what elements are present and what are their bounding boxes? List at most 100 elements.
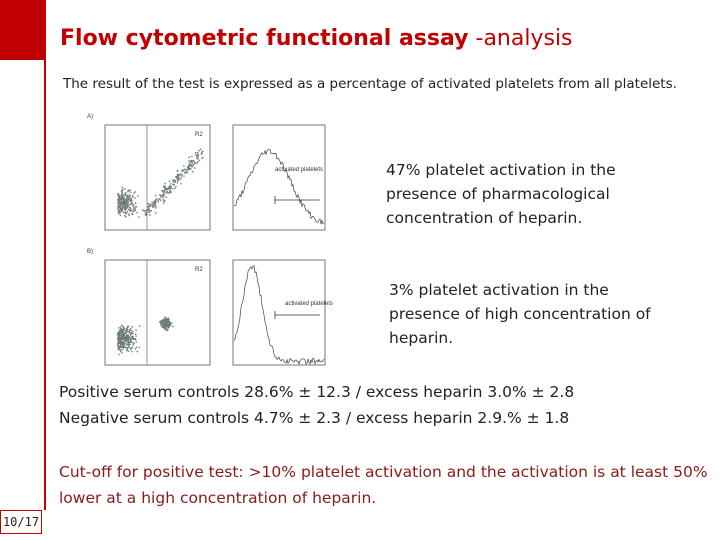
dot: [123, 204, 125, 207]
dot: [122, 341, 124, 343]
dot: [118, 195, 121, 197]
dot: [134, 191, 137, 193]
dot: [120, 339, 122, 342]
dot: [163, 322, 165, 324]
dot: [127, 336, 129, 339]
dot: [167, 317, 170, 320]
dot: [125, 212, 127, 214]
dot: [119, 198, 122, 200]
scatter-frame: [104, 259, 211, 366]
dot: [190, 164, 192, 166]
dot: [120, 336, 123, 339]
dot: [129, 189, 131, 191]
dot: [117, 338, 119, 341]
dot: [181, 169, 183, 172]
dot: [118, 327, 120, 329]
cutoff: Cut-off for positive test: >10% platelet…: [59, 463, 708, 507]
dot: [151, 205, 154, 208]
dot: [118, 198, 120, 200]
dot: [124, 194, 127, 196]
dot: [123, 337, 125, 339]
dot: [124, 208, 126, 210]
dot: [121, 324, 123, 327]
dot: [118, 209, 120, 211]
dot: [121, 202, 123, 204]
dot: [131, 336, 134, 339]
dot: [168, 325, 170, 328]
dot: [161, 321, 163, 323]
subtitle: The result of the test is expressed as a…: [63, 76, 677, 92]
dot: [192, 159, 195, 162]
dot: [125, 204, 127, 207]
dot: [191, 155, 193, 158]
title-rest: -analysis: [475, 26, 573, 51]
dot: [128, 346, 130, 348]
dot: [160, 194, 162, 197]
dot: [151, 201, 153, 204]
dot: [129, 210, 131, 212]
dot: [117, 200, 120, 203]
dot: [161, 194, 163, 197]
note: 3% platelet activation in the presence o…: [389, 281, 651, 347]
dot: [134, 202, 137, 204]
dot: [121, 352, 123, 354]
dot: [118, 342, 121, 345]
dot: [128, 331, 131, 333]
dot: [201, 157, 203, 159]
dot: [122, 342, 124, 345]
dot: [154, 205, 156, 207]
dot: [123, 201, 126, 203]
dot: [161, 190, 164, 192]
dot: [176, 176, 178, 178]
dot: [194, 167, 196, 169]
dot: [120, 190, 123, 192]
dot: [174, 187, 176, 189]
dot: [128, 214, 130, 217]
dot: [126, 337, 128, 340]
panel-label: B): [87, 249, 93, 255]
dot: [161, 197, 164, 199]
scatter-dots: [117, 148, 204, 218]
dot: [120, 199, 122, 201]
dot: [117, 333, 119, 336]
dot: [122, 188, 124, 191]
dot: [177, 176, 180, 179]
dot: [121, 343, 123, 346]
dot: [119, 343, 122, 345]
dot: [176, 178, 179, 181]
dot: [132, 344, 134, 346]
dot: [167, 319, 169, 322]
dot: [152, 201, 155, 203]
dot: [123, 204, 126, 206]
dot: [183, 175, 185, 177]
dot: [122, 202, 125, 204]
dot: [132, 204, 134, 206]
dot: [122, 197, 124, 199]
panel-label: A): [87, 114, 93, 120]
dot: [121, 200, 124, 203]
dot: [120, 201, 122, 203]
dot: [172, 181, 174, 183]
dot: [126, 341, 129, 343]
dot: [173, 179, 175, 181]
dot: [192, 165, 194, 168]
dot: [118, 353, 120, 356]
scatter-frame: [104, 124, 211, 231]
result-line: Positive serum controls 28.6% ± 12.3 / e…: [59, 383, 575, 401]
dot: [132, 338, 135, 341]
dot: [121, 342, 123, 345]
dot: [147, 208, 149, 210]
dot: [159, 198, 161, 200]
dot: [124, 203, 127, 205]
dot: [137, 195, 139, 197]
dot: [167, 188, 170, 190]
dot: [122, 338, 125, 340]
dot: [124, 206, 127, 209]
dot: [124, 332, 126, 334]
side-rule: [44, 0, 46, 510]
dot: [166, 190, 168, 193]
dot: [136, 211, 138, 214]
dot: [128, 198, 130, 200]
dot: [165, 191, 167, 194]
dot: [124, 346, 126, 348]
